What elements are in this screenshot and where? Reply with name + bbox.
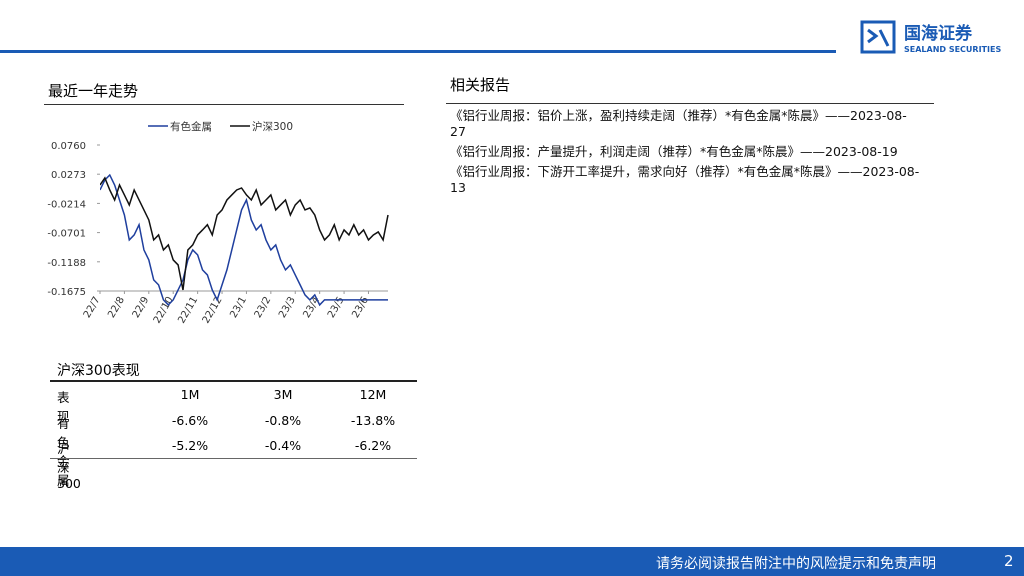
x-tick-label: 22/11 — [176, 295, 200, 325]
table-cell: 沪深300 — [57, 441, 81, 491]
report-item: 《铝行业周报：下游开工率提升，需求向好（推荐）*有色金属*陈晨》——2023-0… — [450, 164, 920, 195]
table-cell: -5.2% — [171, 438, 209, 453]
rule — [44, 104, 404, 105]
table-cell: 12M — [359, 387, 387, 402]
rule — [50, 380, 417, 382]
header-rule — [0, 50, 836, 53]
table-cell: -6.6% — [171, 413, 209, 428]
x-tick-label: 23/2 — [253, 295, 274, 320]
rule — [50, 458, 417, 459]
table-cell: -0.8% — [264, 413, 302, 428]
y-tick-label: -0.0214 — [47, 199, 86, 210]
y-tick-label: 0.0273 — [51, 170, 86, 181]
x-tick-label: 22/12 — [201, 295, 225, 325]
footer-bar — [0, 547, 1024, 576]
table-cell: 3M — [273, 387, 293, 402]
x-tick-label: 22/7 — [82, 295, 103, 320]
y-tick-label: -0.1675 — [47, 287, 86, 298]
page-number: 2 — [1004, 552, 1014, 570]
x-tick-label: 23/6 — [350, 295, 371, 320]
y-tick-label: -0.1188 — [47, 258, 86, 269]
x-tick-label: 22/8 — [106, 295, 127, 320]
table-cell: -0.4% — [264, 438, 302, 453]
brand: 国海证券 — [904, 23, 973, 44]
report-item: 《铝行业周报：产量提升，利润走阔（推荐）*有色金属*陈晨》——2023-08-1… — [450, 144, 898, 159]
disclaimer: 请务必阅读报告附注中的风险提示和免责声明 — [656, 556, 936, 572]
table-cell: -13.8% — [350, 413, 396, 428]
y-tick-label: -0.0701 — [47, 229, 86, 240]
logo-icon-inner — [867, 28, 890, 47]
table-title: 沪深300表现 — [57, 363, 140, 379]
legend-label: 沪深300 — [252, 120, 293, 133]
x-tick-label: 23/5 — [326, 295, 347, 320]
table-cell: -6.2% — [354, 438, 392, 453]
logo-icon — [860, 20, 896, 54]
legend-label: 有色金属 — [170, 120, 212, 133]
plot — [100, 173, 389, 307]
series-line — [100, 176, 389, 291]
table-cell: 有色金属 — [57, 416, 70, 488]
x-tick-label: 23/1 — [228, 295, 249, 320]
table-cell: 1M — [180, 387, 200, 402]
report-item: 《铝行业周报：铝价上涨，盈利持续走阔（推荐）*有色金属*陈晨》——2023-08… — [450, 108, 907, 139]
y-tick-label: 0.0760 — [51, 141, 86, 152]
section-title: 相关报告 — [450, 76, 511, 94]
section-title: 最近一年走势 — [48, 82, 139, 100]
table-cell: 表现 — [57, 390, 70, 424]
x-tick-label: 23/3 — [277, 295, 298, 320]
chart: 0.0760 0.0273 -0.0214 -0.0701 -0.1188 -0.1675… — [47, 120, 389, 325]
report-list: 《铝行业周报：铝价上涨，盈利持续走阔（推荐）*有色金属*陈晨》——2023-08… — [450, 108, 920, 200]
logo: 国海证券 SEALAND SECURITIES — [860, 20, 1001, 54]
x-tick-label: 22/9 — [131, 295, 152, 320]
series-line — [100, 173, 388, 307]
rule — [446, 103, 934, 104]
brand-en: SEALAND SECURITIES — [904, 45, 1001, 54]
